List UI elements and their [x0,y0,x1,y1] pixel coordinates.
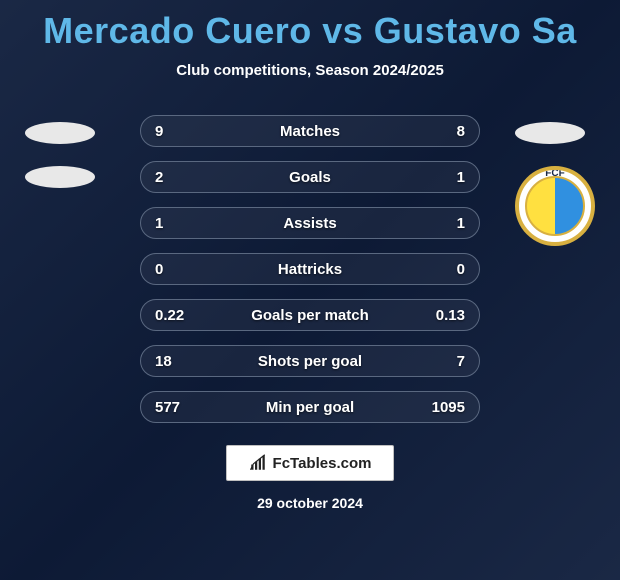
stat-left-value: 9 [155,123,163,140]
stat-left-value: 1 [155,215,163,232]
stat-row-shots-per-goal: 18 Shots per goal 7 [140,345,480,377]
stat-right-value: 7 [457,353,465,370]
stat-right-value: 0 [457,261,465,278]
stat-row-goals: 2 Goals 1 [140,161,480,193]
stat-left-value: 2 [155,169,163,186]
stat-left-value: 0 [155,261,163,278]
stat-right-value: 0.13 [436,307,465,324]
stat-right-value: 1 [457,169,465,186]
club-badge-shield [525,176,585,236]
stat-label: Goals [289,169,331,186]
stat-row-goals-per-match: 0.22 Goals per match 0.13 [140,299,480,331]
left-logo-placeholder-2 [25,166,95,188]
footer-brand-row: FcTables.com [0,445,620,481]
stat-label: Matches [280,123,340,140]
stat-right-value: 1095 [432,399,465,416]
stat-label: Shots per goal [258,353,362,370]
stat-label: Hattricks [278,261,342,278]
right-team-logos: FCF [515,122,595,246]
stat-left-value: 0.22 [155,307,184,324]
brand-text: FcTables.com [273,455,372,472]
right-logo-placeholder-1 [515,122,585,144]
left-team-logos [25,122,95,246]
left-logo-placeholder-1 [25,122,95,144]
stat-label: Goals per match [251,307,369,324]
stat-row-assists: 1 Assists 1 [140,207,480,239]
page-title: Mercado Cuero vs Gustavo Sa [0,0,620,52]
stat-left-value: 577 [155,399,180,416]
stat-label: Min per goal [266,399,354,416]
brand-box[interactable]: FcTables.com [226,445,395,481]
stat-row-matches: 9 Matches 8 [140,115,480,147]
stat-right-value: 8 [457,123,465,140]
club-badge: FCF [515,166,595,246]
stat-right-value: 1 [457,215,465,232]
stat-row-hattricks: 0 Hattricks 0 [140,253,480,285]
subtitle: Club competitions, Season 2024/2025 [0,62,620,79]
stat-label: Assists [283,215,336,232]
stat-left-value: 18 [155,353,172,370]
chart-icon [249,454,267,472]
footer-date: 29 october 2024 [0,495,620,511]
stat-row-min-per-goal: 577 Min per goal 1095 [140,391,480,423]
